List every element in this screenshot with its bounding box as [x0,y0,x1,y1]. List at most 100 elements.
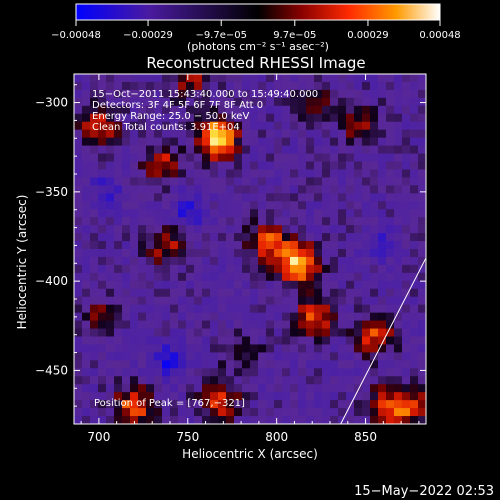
heatmap-cell [362,312,371,321]
heatmap-cell [410,360,419,369]
heatmap-cell [242,416,251,425]
heatmap-cell [170,312,179,321]
heatmap-cell [322,121,331,131]
heatmap-cell [194,288,203,298]
heatmap-cell [138,376,147,385]
heatmap-cell [106,288,115,298]
heatmap-cell [162,201,171,210]
heatmap-cell [362,320,371,329]
heatmap-cell [298,416,307,425]
heatmap-cell [130,121,139,131]
heatmap-cell [290,400,299,409]
heatmap-cell [82,296,91,306]
heatmap-cell [226,185,235,194]
heatmap-cell [90,121,99,131]
heatmap-cell [82,177,91,186]
heatmap-cell [122,384,131,393]
heatmap-cell [346,81,355,91]
heatmap-cell [418,256,427,266]
heatmap-cell [378,169,387,178]
heatmap-cell [330,129,339,139]
heatmap-cell [210,129,219,139]
heatmap-cell [178,233,187,242]
heatmap-cell [410,193,419,202]
heatmap-cell [234,209,243,218]
heatmap-cell [106,400,115,409]
heatmap-cell [122,360,131,369]
heatmap-cell [306,392,315,401]
heatmap-cell [314,328,323,337]
heatmap-cell [306,256,315,266]
heatmap-cell [130,400,139,409]
heatmap-cell [210,217,219,226]
heatmap-cell [154,384,163,393]
heatmap-cell [274,256,283,266]
heatmap-cell [314,280,323,290]
heatmap-cell [234,137,243,146]
heatmap-cell [146,320,155,329]
heatmap-cell [322,81,331,91]
heatmap-cell [346,288,355,298]
heatmap-cell [250,408,259,417]
heatmap-cell [226,209,235,218]
heatmap-cell [346,296,355,306]
heatmap-cell [274,336,283,345]
heatmap-cell [186,161,195,170]
heatmap-cell [74,209,83,218]
heatmap-cell [370,169,379,178]
heatmap-cell [202,177,211,186]
heatmap-cell [298,320,307,329]
heatmap-cell [322,249,331,258]
heatmap-cell [98,137,107,146]
heatmap-cell [130,105,139,115]
heatmap-cell [146,177,155,186]
heatmap-cell [226,161,235,170]
heatmap-cell [226,74,235,83]
heatmap-cell [162,336,171,345]
heatmap-cell [298,328,307,337]
heatmap-cell [354,161,363,170]
heatmap-cell [354,241,363,250]
heatmap-cell [170,121,179,131]
heatmap-cell [98,296,107,306]
heatmap-cell [274,328,283,337]
heatmap-cell [178,185,187,194]
heatmap-cell [226,360,235,369]
heatmap-cell [394,400,403,409]
heatmap-cell [154,217,163,226]
heatmap-cell [146,241,155,250]
heatmap-cell [394,137,403,146]
heatmap-cell [234,177,243,186]
heatmap-cell [162,233,171,242]
heatmap-cell [122,249,131,258]
heatmap-cell [146,392,155,401]
heatmap-cell [282,129,291,139]
heatmap-cell [186,416,195,425]
heatmap-cell [386,408,395,417]
heatmap-cell [306,368,315,377]
heatmap-cell [402,280,411,290]
heatmap-cell [90,113,99,123]
heatmap-cell [410,241,419,250]
heatmap-cell [138,416,147,425]
heatmap-cell [178,169,187,178]
heatmap-cell [250,384,259,393]
heatmap-cell [106,416,115,425]
heatmap-cell [322,201,331,210]
heatmap-cell [178,280,187,290]
heatmap-cell [306,384,315,393]
heatmap-cell [298,376,307,385]
heatmap-cell [90,384,99,393]
heatmap-cell [362,113,371,123]
heatmap-cell [74,193,83,202]
heatmap-cell [146,137,155,146]
heatmap-cell [130,97,139,107]
heatmap-cell [370,81,379,91]
heatmap-cell [146,416,155,425]
heatmap-cell [322,392,331,401]
info-line-counts: Clean Total counts: 3.91E+04 [92,122,240,133]
heatmap-cell [130,193,139,202]
heatmap-cell [154,233,163,242]
heatmap-cell [330,97,339,107]
y-tick-label: −300 [35,96,68,110]
